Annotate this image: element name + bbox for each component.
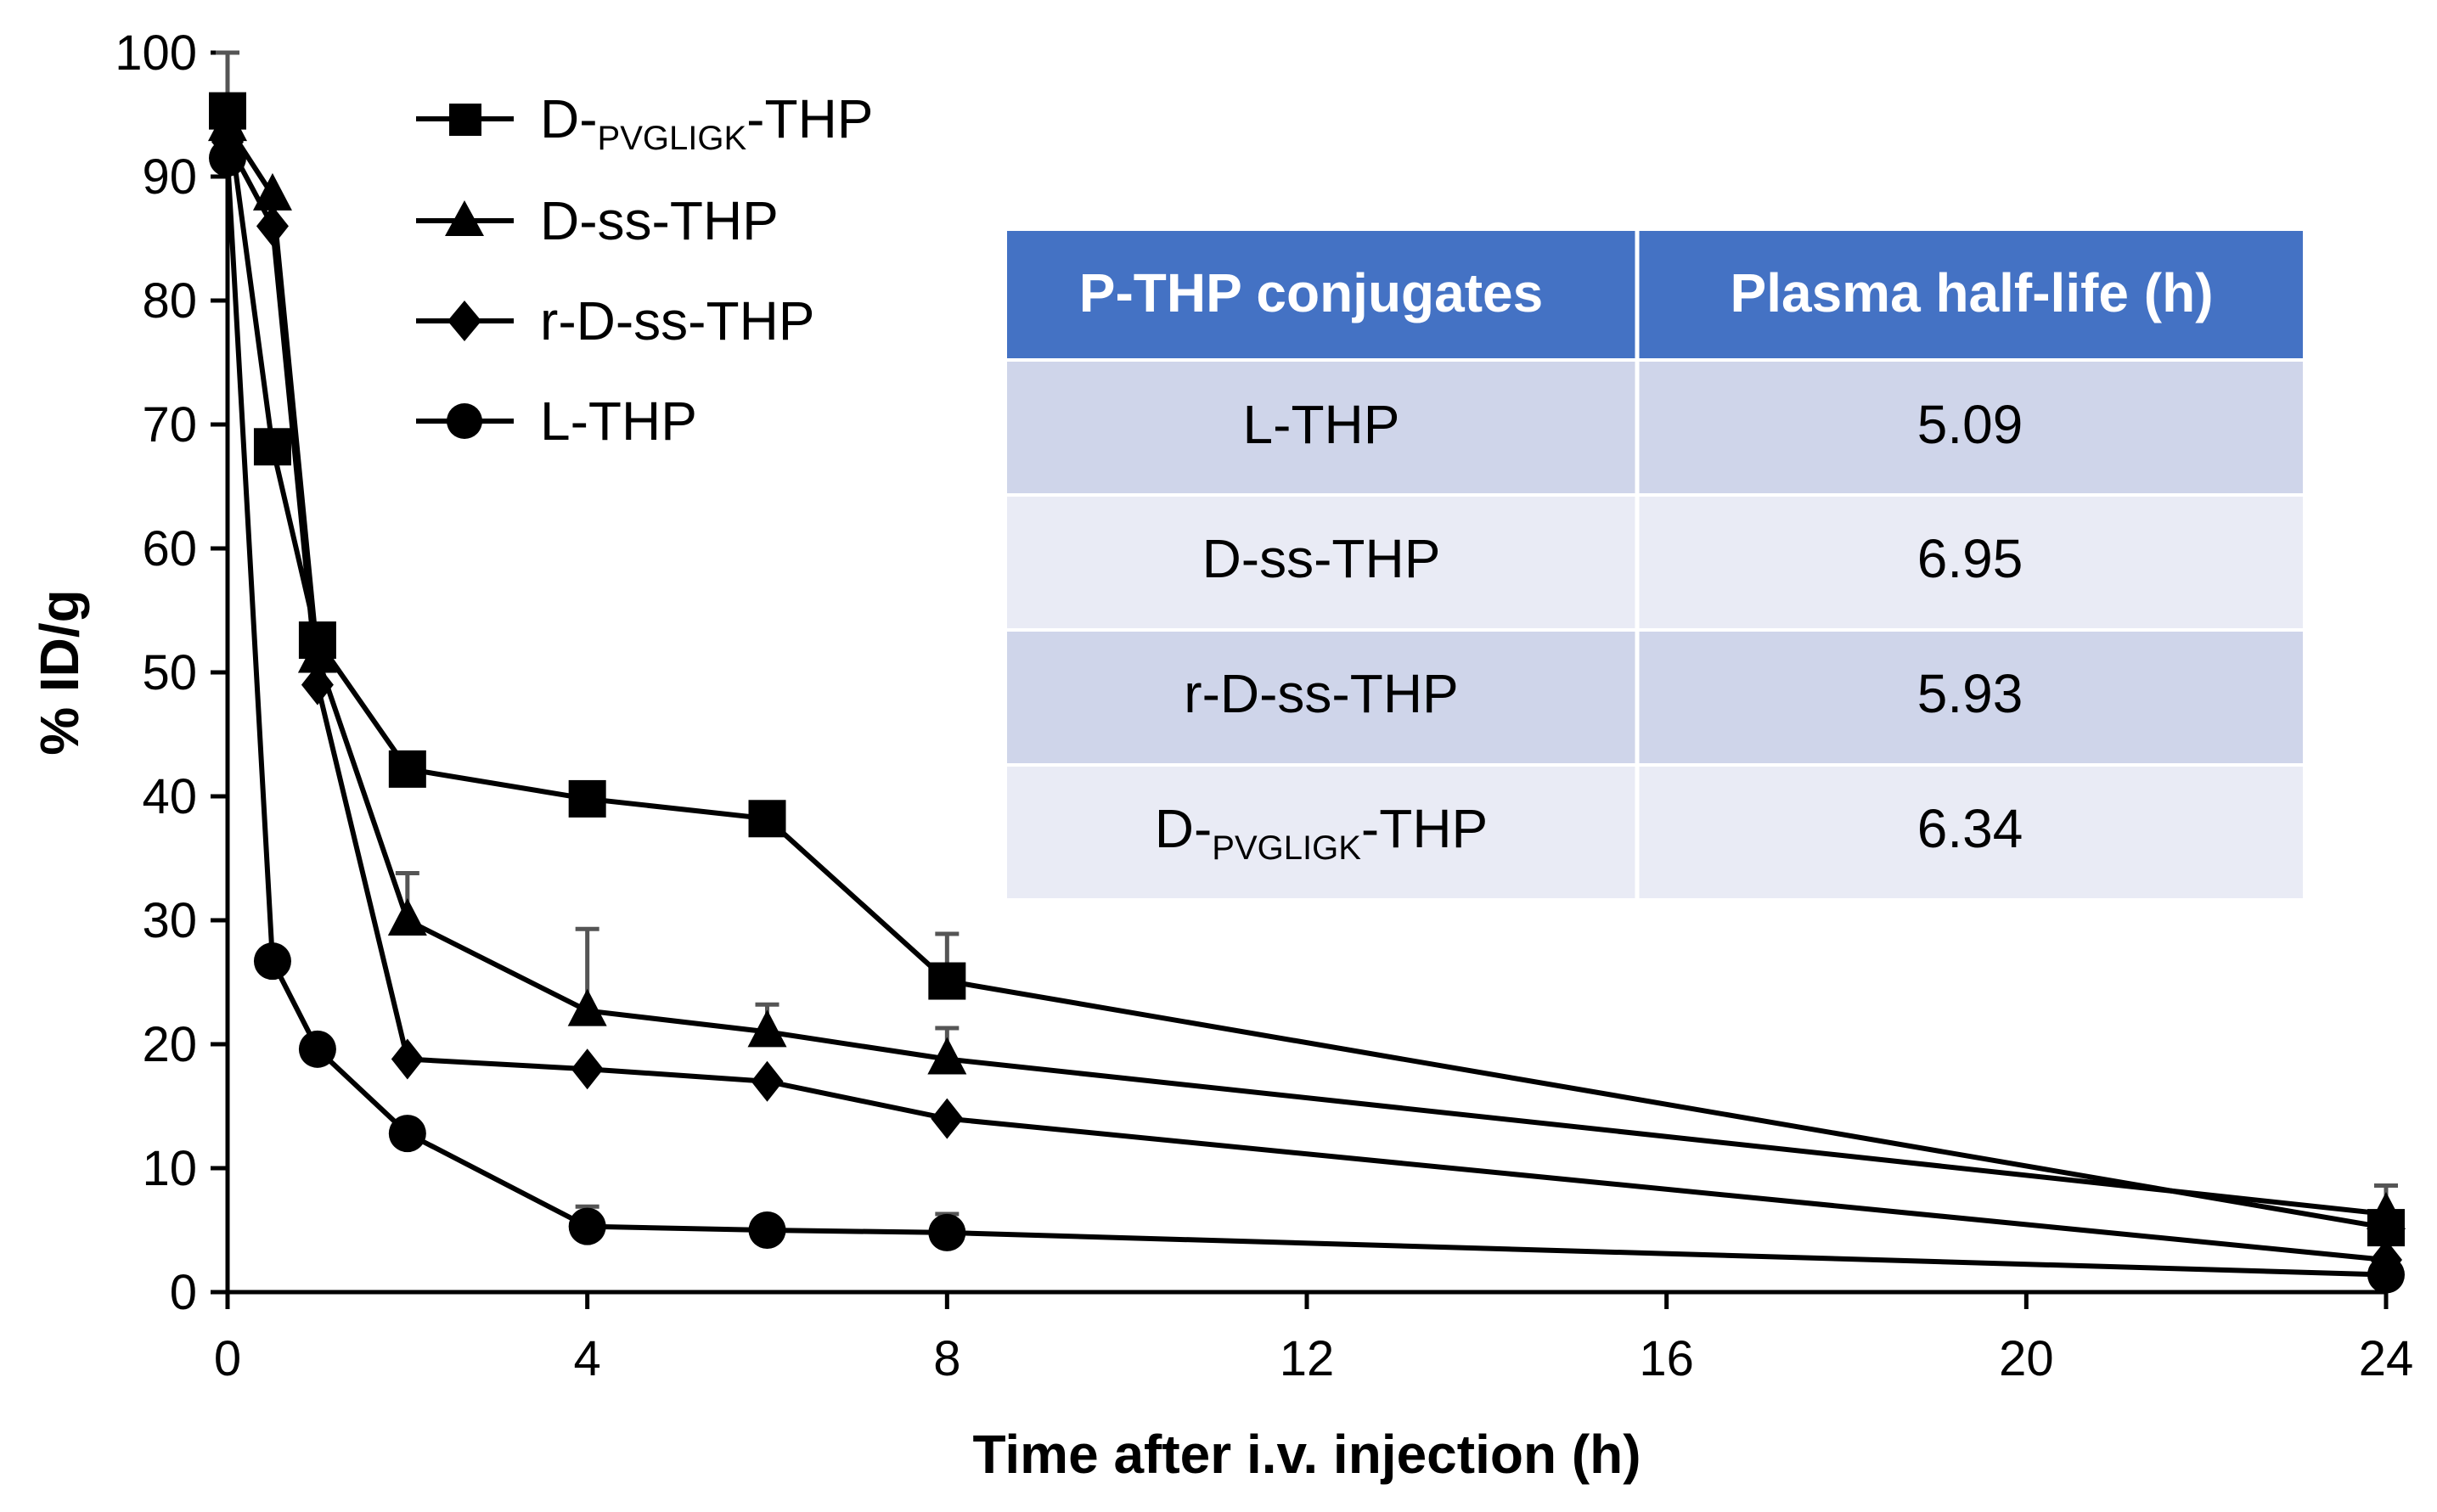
series-l-thp (209, 139, 2405, 1294)
data-point-triangle (2367, 1192, 2406, 1230)
table-header-conjugates: P-THP conjugates (1079, 262, 1543, 323)
data-point-circle (748, 1211, 786, 1249)
data-point-triangle (297, 635, 337, 673)
legend-label-l-thp: L-THP (540, 391, 697, 452)
legend-entry-r-d-ss-thp: r-D-ss-THP (416, 290, 814, 351)
legend-marker-square (449, 104, 481, 136)
y-tick-label: 50 (142, 645, 197, 700)
y-tick-label: 80 (142, 273, 197, 329)
table-cell-conjugate: D-PVGLIGK-THP (1155, 798, 1488, 867)
x-tick-label: 12 (1280, 1331, 1335, 1386)
data-point-circle (253, 942, 291, 981)
x-tick-label: 4 (574, 1331, 601, 1386)
table-cell-half-life: 5.09 (1917, 394, 2023, 455)
y-tick-label: 60 (142, 521, 197, 576)
table-cell-half-life: 5.93 (1917, 663, 2023, 724)
series-line (225, 110, 2387, 1231)
axes: 0 10 20 30 40 50 60 70 80 90 100 0 4 8 12 16 20 24 (115, 25, 2413, 1386)
y-tick-label: 70 (142, 397, 197, 452)
legend-label-d-ss-thp: D-ss-THP (540, 190, 779, 251)
data-point-square (568, 779, 606, 818)
y-tick-label: 90 (142, 149, 197, 205)
data-point-triangle (567, 988, 607, 1026)
data-point-circle (209, 139, 246, 177)
y-tick-label: 20 (142, 1017, 197, 1072)
table-cell-conjugate: r-D-ss-THP (1184, 663, 1458, 724)
x-tick-label: 0 (214, 1331, 241, 1386)
data-point-triangle (252, 172, 292, 211)
table-header-row (1007, 231, 2303, 358)
x-tick-label: 16 (1639, 1331, 1694, 1386)
legend-label-d-pvgligk-thp: D-PVGLIGK-THP (540, 88, 873, 157)
data-point-triangle (747, 1009, 787, 1048)
data-point-triangle (387, 898, 427, 936)
legend-entry-l-thp: L-THP (416, 391, 697, 452)
y-ticks: 0 10 20 30 40 50 60 70 80 90 100 (115, 25, 228, 1320)
y-tick-label: 10 (142, 1141, 197, 1196)
table-row-1-bg (1007, 362, 2303, 493)
data-point-square (388, 750, 426, 788)
legend-entry-d-ss-thp: D-ss-THP (416, 190, 779, 251)
data-point-circle (2367, 1256, 2405, 1294)
y-tick-label: 30 (142, 893, 197, 948)
table-cell-half-life: 6.95 (1917, 528, 2023, 589)
table-cell-half-life: 6.34 (1917, 798, 2023, 859)
x-tick-label: 8 (933, 1331, 960, 1386)
legend: D-PVGLIGK-THP D-ss-THP r-D-ss-THP L-THP (416, 88, 873, 452)
x-tick-label: 20 (1999, 1331, 2054, 1386)
data-point-circle (298, 1030, 336, 1068)
y-tick-label: 100 (115, 25, 197, 81)
data-point-diamond (256, 205, 289, 247)
data-point-diamond (571, 1048, 604, 1090)
x-axis-title: Time after i.v. injection (h) (972, 1424, 1641, 1485)
data-point-diamond (931, 1098, 964, 1139)
data-point-circle (388, 1115, 426, 1153)
data-point-diamond (301, 664, 334, 705)
y-tick-label: 40 (142, 769, 197, 824)
legend-entry-d-pvgligk-thp: D-PVGLIGK-THP (416, 88, 873, 157)
series-line (225, 140, 2387, 1263)
table-row-4-bg (1007, 767, 2303, 898)
half-life-table: P-THP conjugates Plasma half-life (h) L-… (1007, 231, 2303, 898)
legend-marker-circle (447, 403, 482, 439)
table-cell-conjugate: D-ss-THP (1202, 528, 1441, 589)
legend-marker-diamond (447, 301, 481, 341)
table-header-half-life: Plasma half-life (h) (1731, 262, 2214, 323)
data-point-square (928, 962, 966, 1000)
data-point-diamond (751, 1060, 784, 1102)
data-point-circle (568, 1207, 606, 1245)
legend-label-r-d-ss-thp: r-D-ss-THP (540, 290, 814, 351)
table-row-2-bg (1007, 497, 2303, 628)
table-row-3-bg (1007, 632, 2303, 763)
y-axis-title: % ID/g (29, 589, 90, 756)
series-line (225, 124, 2387, 1217)
data-point-circle (928, 1213, 966, 1251)
table-cell-conjugate: L-THP (1243, 394, 1400, 455)
data-point-square (253, 428, 291, 466)
data-point-triangle (927, 1037, 967, 1075)
data-point-square (748, 800, 786, 838)
x-tick-label: 24 (2359, 1331, 2414, 1386)
y-tick-label: 0 (170, 1265, 197, 1320)
legend-marker-triangle (445, 200, 484, 236)
series-d-ss-thp (208, 104, 2406, 1230)
series-layer (208, 50, 2406, 1294)
x-ticks: 0 4 8 12 16 20 24 (214, 1292, 2413, 1386)
data-point-diamond (391, 1038, 424, 1080)
